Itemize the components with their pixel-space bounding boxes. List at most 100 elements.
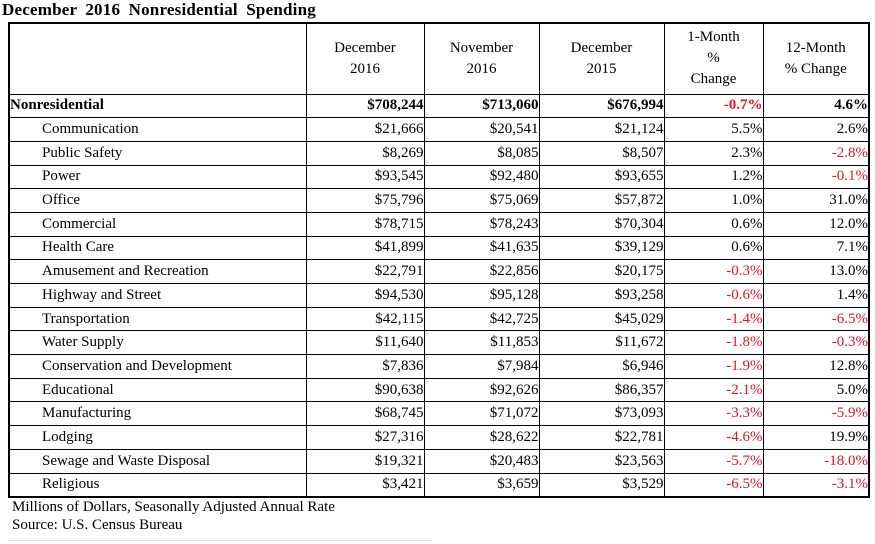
row-label: Health Care <box>8 235 307 261</box>
row-label: Religious <box>8 472 307 498</box>
row-label: Educational <box>8 377 307 403</box>
value-december-2016: $93,545 <box>305 164 425 190</box>
value-december-2016: $42,115 <box>305 306 425 332</box>
value-1-month-change: 0.6% <box>663 235 764 261</box>
value-november-2016: $42,725 <box>423 306 540 332</box>
value-1-month-change: -0.3% <box>663 259 764 284</box>
table-body: Nonresidential $708,244 $713,060 $676,994 -0… <box>8 93 870 498</box>
value-december-2016: $27,316 <box>305 425 425 450</box>
column-header-12-month-change: 12-Month % Change <box>762 22 870 95</box>
value-november-2016: $11,853 <box>423 330 540 356</box>
value-november-2016: $78,243 <box>423 211 540 237</box>
value-12-month-change: 13.0% <box>762 259 870 284</box>
value-12-month-change: 19.9% <box>762 425 870 450</box>
value-december-2016: $90,638 <box>305 377 425 403</box>
table-row: Amusement and Recreation $22,791 $22,856 $2… <box>8 259 870 284</box>
table-row: Commercial $78,715 $78,243 $70,304 0.6% 12.0% <box>8 211 870 237</box>
value-december-2016: $21,666 <box>305 117 425 142</box>
row-label: Conservation and Development <box>8 354 307 379</box>
value-december-2015: $8,507 <box>538 140 665 166</box>
source-footnote: Source: U.S. Census Bureau <box>12 517 183 533</box>
table-row: Conservation and Development $7,836 $7,984… <box>8 354 870 379</box>
value-november-2016: $75,069 <box>423 188 540 213</box>
value-december-2015: $73,093 <box>538 401 665 427</box>
page-title: December 2016 Nonresidential Spending <box>2 0 316 19</box>
value-november-2016: $8,085 <box>423 140 540 166</box>
value-1-month-change: 1.2% <box>663 164 764 190</box>
corner-cell <box>8 22 307 95</box>
header-line: December <box>334 39 396 56</box>
value-12-month-change: -18.0% <box>762 448 870 474</box>
row-label: Sewage and Waste Disposal <box>8 448 307 474</box>
value-12-month-change: 12.0% <box>762 211 870 237</box>
value-december-2016: $78,715 <box>305 211 425 237</box>
value-december-2015: $20,175 <box>538 259 665 284</box>
table-row: Lodging $27,316 $28,622 $22,781 -4.6% 19.9% <box>8 425 870 450</box>
value-december-2016: $3,421 <box>305 472 425 498</box>
column-header-1-month-change: 1-Month % Change <box>663 22 764 95</box>
table-row: Sewage and Waste Disposal $19,321 $20,483 $… <box>8 448 870 474</box>
row-label: Public Safety <box>8 140 307 166</box>
value-12-month-change: -3.1% <box>762 472 870 498</box>
header-line: November <box>449 39 514 56</box>
header-line: December <box>570 39 633 56</box>
value-12-month-change: 5.0% <box>762 377 870 403</box>
value-november-2016: $20,541 <box>423 117 540 142</box>
value-12-month-change: 7.1% <box>762 235 870 261</box>
value-december-2015: $11,672 <box>538 330 665 356</box>
header-line: Change <box>690 71 737 88</box>
value-november-2016: $3,659 <box>423 472 540 498</box>
row-label: Nonresidential <box>8 93 307 119</box>
value-december-2015: $21,124 <box>538 117 665 142</box>
value-1-month-change: -3.3% <box>663 401 764 427</box>
value-12-month-change: -2.8% <box>762 140 870 166</box>
value-november-2016: $7,984 <box>423 354 540 379</box>
value-december-2015: $6,946 <box>538 354 665 379</box>
value-december-2016: $19,321 <box>305 448 425 474</box>
value-november-2016: $20,483 <box>423 448 540 474</box>
table-row: Manufacturing $68,745 $71,072 $73,093 -3.3% -… <box>8 401 870 427</box>
table-row: Religious $3,421 $3,659 $3,529 -6.5% -3.1% <box>8 472 870 498</box>
value-1-month-change: 0.6% <box>663 211 764 237</box>
value-12-month-change: -5.9% <box>762 401 870 427</box>
row-label: Amusement and Recreation <box>8 259 307 284</box>
value-november-2016: $22,856 <box>423 259 540 284</box>
value-1-month-change: -4.6% <box>663 425 764 450</box>
row-label: Power <box>8 164 307 190</box>
value-december-2015: $39,129 <box>538 235 665 261</box>
value-november-2016: $41,635 <box>423 235 540 261</box>
table-row: Transportation $42,115 $42,725 $45,029 -1.4%… <box>8 306 870 332</box>
value-december-2015: $93,655 <box>538 164 665 190</box>
value-1-month-change: -2.1% <box>663 377 764 403</box>
value-december-2016: $41,899 <box>305 235 425 261</box>
value-november-2016: $92,626 <box>423 377 540 403</box>
row-label: Communication <box>8 117 307 142</box>
table-row: Educational $90,638 $92,626 $86,357 -2.1% 5.0… <box>8 377 870 403</box>
header-line: 2015 <box>586 60 617 77</box>
row-label: Water Supply <box>8 330 307 356</box>
value-1-month-change: -6.5% <box>663 472 764 498</box>
value-december-2015: $93,258 <box>538 283 665 308</box>
value-1-month-change: -5.7% <box>663 448 764 474</box>
value-december-2015: $676,994 <box>538 93 665 119</box>
row-label: Office <box>8 188 307 213</box>
value-december-2016: $94,530 <box>305 283 425 308</box>
row-label: Manufacturing <box>8 401 307 427</box>
value-november-2016: $28,622 <box>423 425 540 450</box>
header-line: 2016 <box>350 60 380 77</box>
table-row: Highway and Street $94,530 $95,128 $93,258-… <box>8 283 870 308</box>
value-12-month-change: 2.6% <box>762 117 870 142</box>
value-december-2015: $86,357 <box>538 377 665 403</box>
units-footnote: Millions of Dollars, Seasonally Adjusted… <box>12 499 335 515</box>
value-december-2015: $45,029 <box>538 306 665 332</box>
bottom-rule <box>8 540 432 541</box>
table-row: Water Supply $11,640 $11,853 $11,672 -1.8% -0… <box>8 330 870 356</box>
table-row: Health Care $41,899 $41,635 $39,129 0.6% 7.1% <box>8 235 870 261</box>
value-december-2016: $7,836 <box>305 354 425 379</box>
value-1-month-change: -1.4% <box>663 306 764 332</box>
table-row: Nonresidential $708,244 $713,060 $676,994 -0… <box>8 93 870 119</box>
value-december-2016: $11,640 <box>305 330 425 356</box>
value-1-month-change: -0.6% <box>663 283 764 308</box>
value-december-2015: $70,304 <box>538 211 665 237</box>
spending-table: December 2016 November 2016 December 201… <box>8 22 870 498</box>
